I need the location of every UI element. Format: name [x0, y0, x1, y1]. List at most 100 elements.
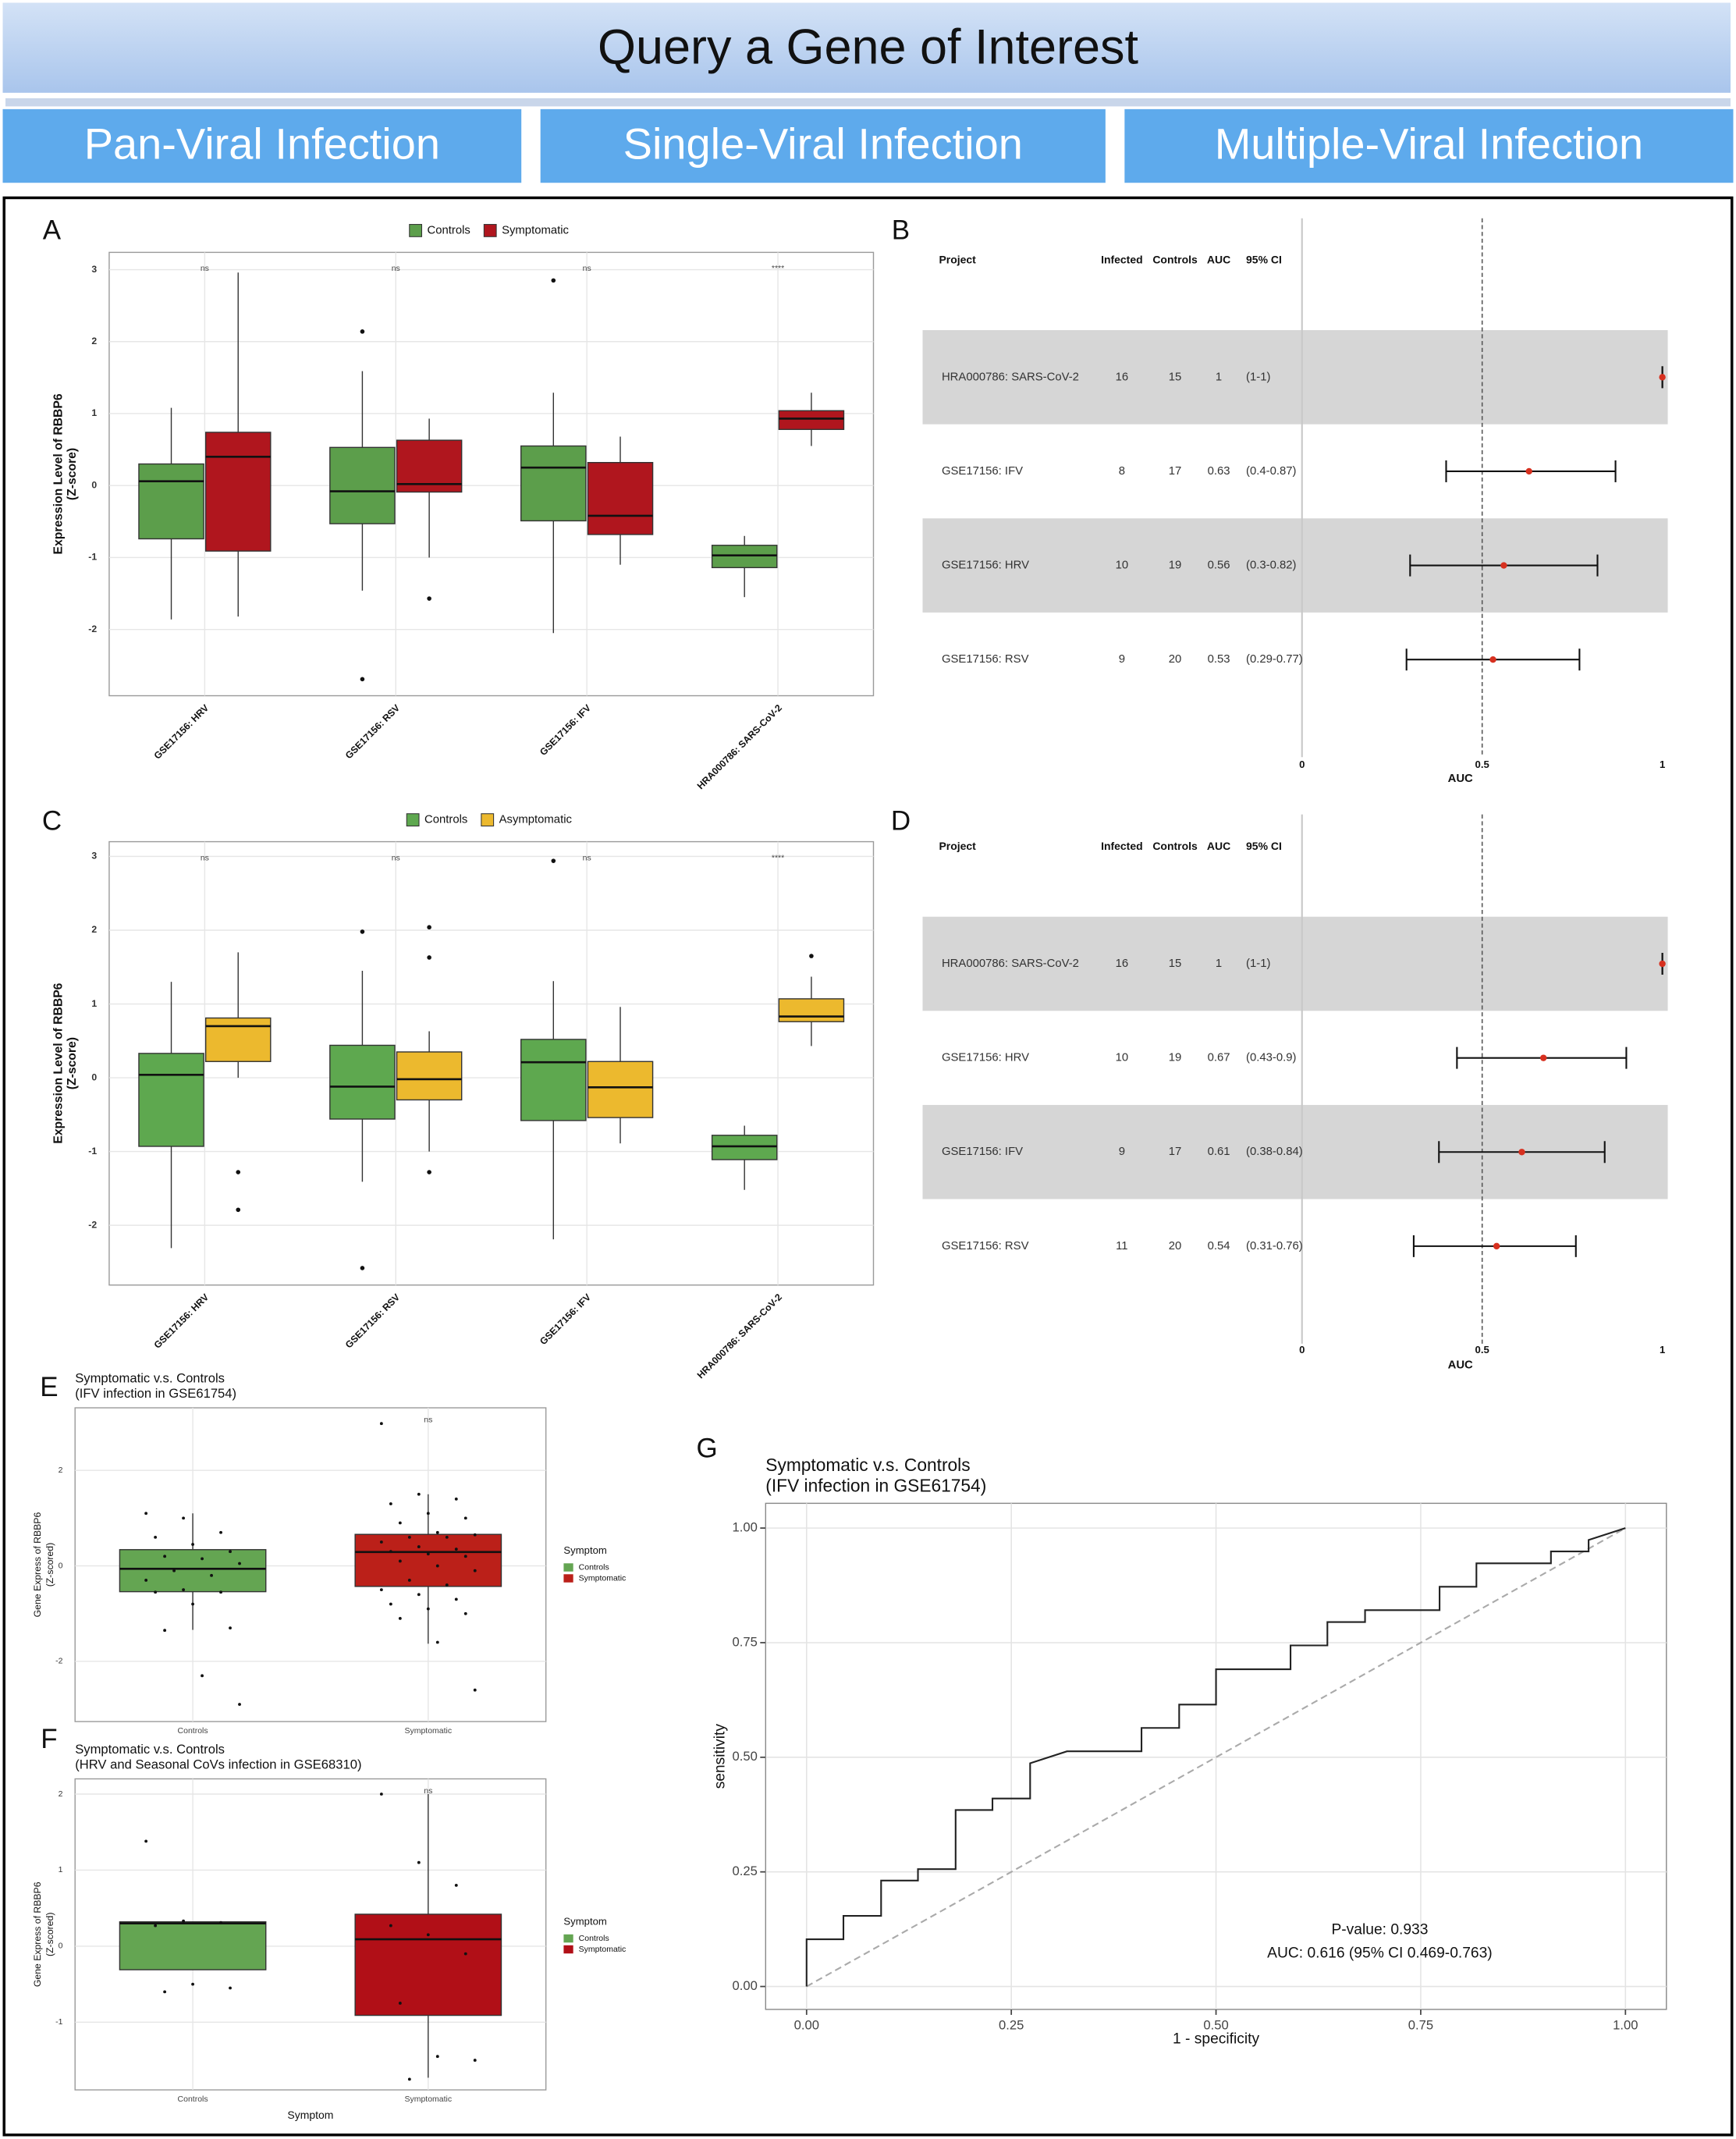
data-point [389, 1924, 392, 1928]
data-point [201, 1557, 204, 1561]
y-tick-label: -2 [88, 624, 97, 634]
y-tick-label: -1 [88, 1146, 97, 1157]
data-point [191, 1982, 195, 1986]
outlier [427, 1170, 431, 1174]
y-tick-label: 2 [59, 1790, 63, 1799]
box [711, 545, 778, 569]
tab-label[interactable]: Multiple-Viral Infection [1215, 119, 1643, 169]
tab[interactable] [540, 108, 1106, 183]
data-point [229, 1626, 232, 1630]
column-header: Infected [1101, 254, 1143, 266]
legend-label: Controls [424, 814, 467, 826]
auc-point [1518, 1149, 1525, 1156]
box [119, 1549, 267, 1593]
significance-label: ns [424, 1787, 432, 1796]
data-point [144, 1579, 148, 1582]
box [520, 445, 587, 522]
legend-label: Controls [579, 1935, 609, 1943]
plot-panel [108, 840, 875, 1286]
significance-label: ns [201, 854, 209, 862]
x-axis-label: AUC [1448, 773, 1473, 785]
data-point [417, 1860, 421, 1864]
data-point [398, 1521, 402, 1525]
data-point [463, 1516, 467, 1520]
data-point [219, 1530, 222, 1534]
data-point [163, 1990, 167, 1994]
outlier [809, 954, 814, 958]
box [711, 1135, 778, 1160]
outlier [427, 925, 431, 930]
box [204, 1017, 272, 1062]
y-axis-label: Expression Level of RBBP6 [51, 393, 65, 554]
panel-letter: E [40, 1372, 58, 1402]
table-cell: GSE17156: RSV [942, 1240, 1029, 1252]
significance-label: ns [424, 1416, 432, 1425]
data-point [445, 1583, 449, 1586]
significance-label: ns [583, 265, 591, 273]
table-cell: 0.56 [1208, 560, 1230, 572]
tab-label[interactable]: Pan-Viral Infection [84, 119, 440, 169]
box [587, 1061, 654, 1118]
data-point [210, 1573, 213, 1577]
y-tick-label: 2 [59, 1466, 63, 1475]
column-header: 95% CI [1246, 254, 1282, 266]
auc-point [1489, 656, 1496, 663]
x-tick-label: 1 [1660, 1344, 1665, 1356]
x-tick-label: 0.50 [1203, 2017, 1228, 2032]
y-axis-label: (Z-score) [66, 448, 79, 500]
panel-letter: C [42, 805, 62, 836]
y-tick-label: 0.50 [732, 1749, 757, 1764]
box [204, 432, 272, 552]
table-cell: (1-1) [1246, 958, 1270, 970]
data-point [201, 1674, 204, 1678]
auc-point [1539, 1054, 1547, 1061]
box [778, 410, 845, 430]
table-cell: 16 [1116, 958, 1129, 970]
table-cell: 9 [1119, 653, 1125, 666]
box [138, 1053, 204, 1147]
x-tick-label: 0 [1299, 1344, 1305, 1356]
panel-letter: B [892, 215, 910, 245]
table-cell: GSE17156: RSV [942, 653, 1029, 666]
box [354, 1533, 502, 1587]
data-point [154, 1590, 158, 1594]
data-point [407, 2077, 411, 2081]
data-point [163, 1629, 167, 1633]
box [778, 998, 845, 1022]
table-cell: 10 [1116, 1052, 1129, 1064]
tab[interactable] [2, 108, 522, 183]
legend-swatch [563, 1945, 573, 1954]
y-tick-label: 1 [59, 1866, 63, 1874]
outlier [427, 596, 431, 601]
box [354, 1913, 502, 2016]
auc-point [1493, 1242, 1500, 1250]
legend-swatch [563, 1574, 573, 1583]
table-cell: 0.63 [1208, 465, 1230, 478]
table-cell: GSE17156: HRV [942, 1052, 1029, 1064]
row-shading [922, 330, 1668, 425]
column-header: 95% CI [1246, 840, 1282, 852]
data-point [379, 1540, 383, 1544]
table-cell: 11 [1116, 1240, 1127, 1252]
y-tick-label: 0.00 [732, 1978, 757, 1993]
x-tick-label: 0.5 [1475, 1344, 1489, 1356]
table-cell: GSE17156: IFV [942, 465, 1023, 478]
y-axis-label: (Z-scored) [44, 1913, 55, 1956]
legend-swatch [406, 813, 420, 826]
legend-title: Symptom [563, 1916, 606, 1928]
data-point [182, 1516, 186, 1520]
column-header: AUC [1207, 840, 1230, 852]
tab[interactable] [1124, 108, 1734, 183]
y-tick-label: 0 [91, 479, 97, 490]
data-point [219, 1920, 222, 1924]
legend-label: Controls [428, 224, 470, 236]
header-divider [5, 98, 1731, 107]
data-point [154, 1924, 158, 1928]
data-point [398, 1559, 402, 1563]
legend-swatch [409, 224, 423, 237]
data-point [238, 1562, 241, 1565]
tab-label[interactable]: Single-Viral Infection [623, 119, 1023, 169]
data-point [435, 1640, 439, 1644]
box [520, 1039, 587, 1121]
legend-label: Symptomatic [579, 1574, 627, 1583]
